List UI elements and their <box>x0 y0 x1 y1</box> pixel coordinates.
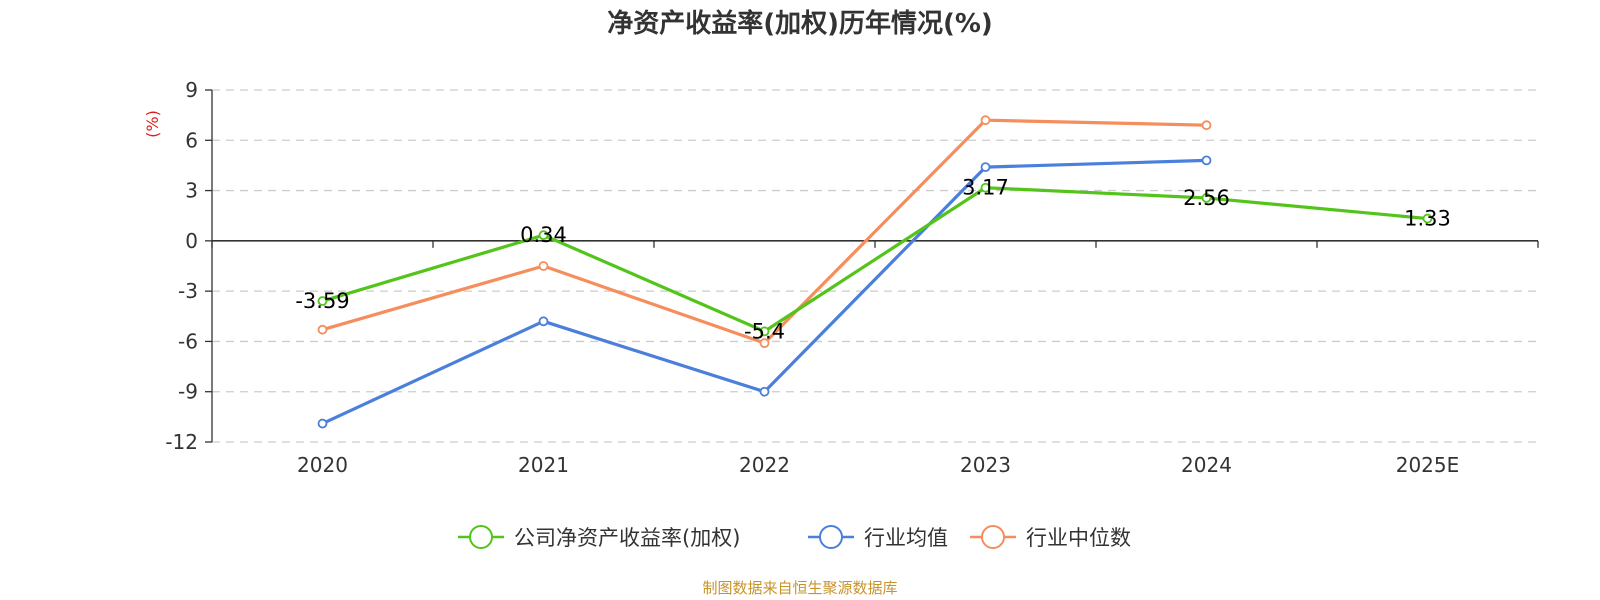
data-label: 0.34 <box>520 223 567 247</box>
y-tick-label: 9 <box>185 78 198 102</box>
x-tick-label: 2021 <box>518 453 569 477</box>
data-label: -5.4 <box>744 319 785 343</box>
y-tick-label: 6 <box>185 128 198 152</box>
series-point-0 <box>1422 213 1433 224</box>
legend-swatch-marker <box>981 525 1005 549</box>
source-note: 制图数据来自恒生聚源数据库 <box>702 579 897 597</box>
series-point-2 <box>317 324 328 335</box>
data-label: -3.59 <box>295 289 349 313</box>
y-tick-labels: 9 6 3 0 -3 -6 -9 -12 <box>165 78 198 454</box>
axes <box>205 89 1539 443</box>
y-tick-label: -3 <box>178 279 198 303</box>
series-point-0 <box>538 230 549 241</box>
series-point-1 <box>317 418 328 429</box>
y-axis-label: (%) <box>143 110 162 138</box>
data-labels: -3.59 0.34 -5.4 3.17 2.56 1.33 <box>295 176 1451 344</box>
series-point-2 <box>980 115 991 126</box>
x-tick-label: 2023 <box>960 453 1011 477</box>
legend-swatch-marker <box>469 525 493 549</box>
y-tick-label: -9 <box>178 380 198 404</box>
series-point-2 <box>538 261 549 271</box>
legend-item-2[interactable]: 行业中位数 <box>970 525 1131 550</box>
series-point-0 <box>759 326 770 337</box>
series-lines <box>317 115 1433 429</box>
data-label: 1.33 <box>1404 207 1451 231</box>
data-label: 3.17 <box>962 176 1009 200</box>
series-point-1 <box>538 316 549 327</box>
x-tick-label: 2020 <box>297 453 348 477</box>
series-line-0 <box>322 186 1428 333</box>
legend-label: 行业中位数 <box>1026 526 1131 550</box>
y-tick-label: -12 <box>165 430 198 454</box>
x-tick-labels: 2020 2021 2022 2023 2024 2025E <box>297 453 1459 477</box>
chart-title: 净资产收益率(加权)历年情况(%) <box>607 8 993 39</box>
data-label: 2.56 <box>1183 186 1230 210</box>
legend-item-1[interactable]: 行业均值 <box>808 525 948 550</box>
y-tick-label: 0 <box>185 229 198 253</box>
x-tick-label: 2025E <box>1396 453 1460 477</box>
legend: 公司净资产收益率(加权) 行业均值 行业中位数 <box>458 525 1131 550</box>
legend-item-0[interactable]: 公司净资产收益率(加权) <box>458 525 740 550</box>
series-point-1 <box>759 386 770 397</box>
legend-label: 行业均值 <box>864 526 948 550</box>
legend-swatch-marker <box>819 525 843 549</box>
series-point-2 <box>759 338 770 349</box>
series-point-0 <box>1201 193 1212 203</box>
grid-lines <box>212 89 1538 443</box>
y-tick-label: 3 <box>185 179 198 203</box>
series-point-0 <box>317 296 328 306</box>
legend-label: 公司净资产收益率(加权) <box>514 526 740 550</box>
series-point-2 <box>1201 120 1212 131</box>
series-point-1 <box>980 162 991 173</box>
series-line-2 <box>322 118 1207 345</box>
series-point-0 <box>980 182 991 193</box>
y-tick-label: -6 <box>178 329 198 353</box>
series-point-1 <box>1201 155 1212 166</box>
x-tick-label: 2024 <box>1181 453 1232 477</box>
x-tick-label: 2022 <box>739 453 790 477</box>
